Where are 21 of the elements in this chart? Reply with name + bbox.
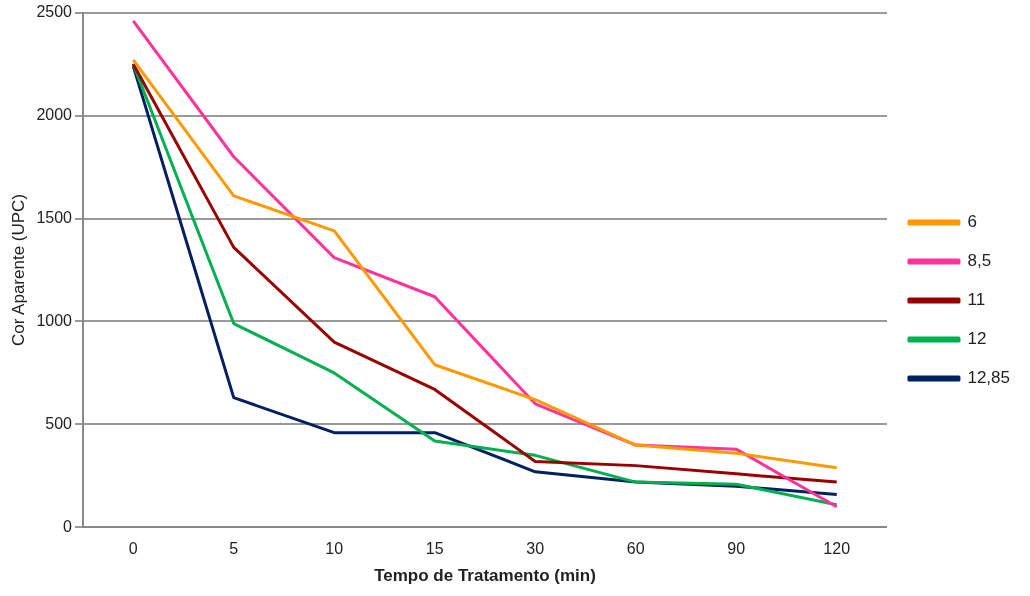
x-tick-label: 30 — [526, 540, 545, 558]
x-tick-label: 5 — [229, 540, 239, 558]
y-axis-title: Cor Aparente (UPC) — [8, 193, 28, 347]
x-axis-title: Tempo de Tratamento (min) — [374, 566, 596, 586]
y-tick-label: 1000 — [36, 311, 73, 329]
y-tick-label: 1500 — [36, 208, 73, 226]
legend-label: 12 — [967, 329, 987, 349]
x-tick-label: 0 — [128, 540, 138, 558]
y-tick-label: 0 — [63, 517, 73, 535]
y-tick-label: 2500 — [36, 3, 73, 21]
legend-label: 8,5 — [967, 251, 992, 271]
y-tick-label: 2000 — [36, 105, 73, 123]
x-tick-label: 60 — [626, 540, 645, 558]
x-tick-label: 10 — [325, 540, 344, 558]
x-tick-label: 120 — [823, 540, 851, 558]
legend-label: 6 — [967, 212, 977, 232]
legend-label: 11 — [967, 290, 986, 310]
legend-label: 12,85 — [967, 368, 1011, 388]
x-tick-label: 15 — [425, 540, 444, 558]
y-tick-label: 500 — [45, 414, 73, 432]
x-tick-label: 90 — [727, 540, 746, 558]
